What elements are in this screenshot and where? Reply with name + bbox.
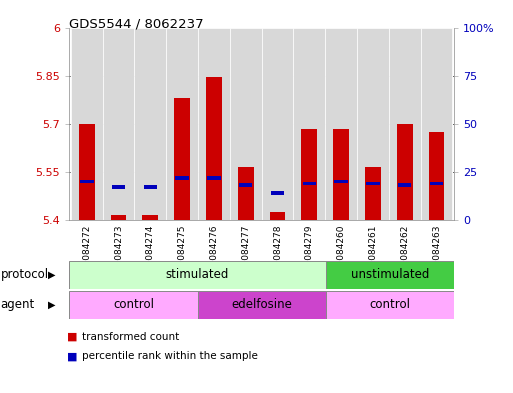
Bar: [112, 185, 125, 189]
Text: unstimulated: unstimulated: [351, 268, 429, 281]
Bar: [198, 291, 326, 319]
Bar: [271, 191, 284, 195]
Bar: [334, 180, 348, 184]
FancyBboxPatch shape: [230, 28, 262, 220]
FancyBboxPatch shape: [421, 28, 452, 220]
Bar: [238, 167, 254, 220]
Bar: [174, 98, 190, 220]
Bar: [144, 185, 157, 189]
Text: edelfosine: edelfosine: [231, 298, 292, 312]
FancyBboxPatch shape: [103, 28, 134, 220]
Bar: [143, 215, 159, 220]
Text: stimulated: stimulated: [166, 268, 229, 281]
Bar: [303, 182, 316, 185]
Bar: [366, 182, 380, 185]
Bar: [326, 261, 454, 289]
Text: control: control: [369, 298, 410, 312]
Text: ■: ■: [67, 332, 77, 342]
Bar: [398, 184, 411, 187]
Bar: [239, 184, 252, 187]
FancyBboxPatch shape: [389, 28, 421, 220]
Bar: [365, 167, 381, 220]
Text: ▶: ▶: [48, 300, 55, 310]
FancyBboxPatch shape: [357, 28, 389, 220]
Bar: [430, 182, 443, 185]
Bar: [69, 261, 326, 289]
FancyBboxPatch shape: [262, 28, 293, 220]
Bar: [207, 176, 221, 180]
FancyBboxPatch shape: [166, 28, 198, 220]
Text: agent: agent: [1, 298, 35, 312]
Bar: [333, 129, 349, 220]
Text: GDS5544 / 8062237: GDS5544 / 8062237: [69, 18, 204, 31]
Bar: [111, 215, 127, 220]
Text: percentile rank within the sample: percentile rank within the sample: [82, 351, 258, 362]
FancyBboxPatch shape: [71, 28, 103, 220]
Text: protocol: protocol: [1, 268, 49, 281]
Bar: [206, 77, 222, 220]
Bar: [79, 124, 95, 220]
Bar: [69, 291, 198, 319]
Bar: [301, 129, 317, 220]
Bar: [326, 291, 454, 319]
FancyBboxPatch shape: [134, 28, 166, 220]
Bar: [397, 124, 412, 220]
Text: ■: ■: [67, 351, 77, 362]
Bar: [175, 176, 189, 180]
Bar: [269, 212, 285, 220]
Text: transformed count: transformed count: [82, 332, 180, 342]
Text: control: control: [113, 298, 154, 312]
FancyBboxPatch shape: [198, 28, 230, 220]
FancyBboxPatch shape: [325, 28, 357, 220]
Bar: [428, 132, 444, 220]
Bar: [80, 180, 93, 184]
Text: ▶: ▶: [48, 270, 55, 280]
FancyBboxPatch shape: [293, 28, 325, 220]
